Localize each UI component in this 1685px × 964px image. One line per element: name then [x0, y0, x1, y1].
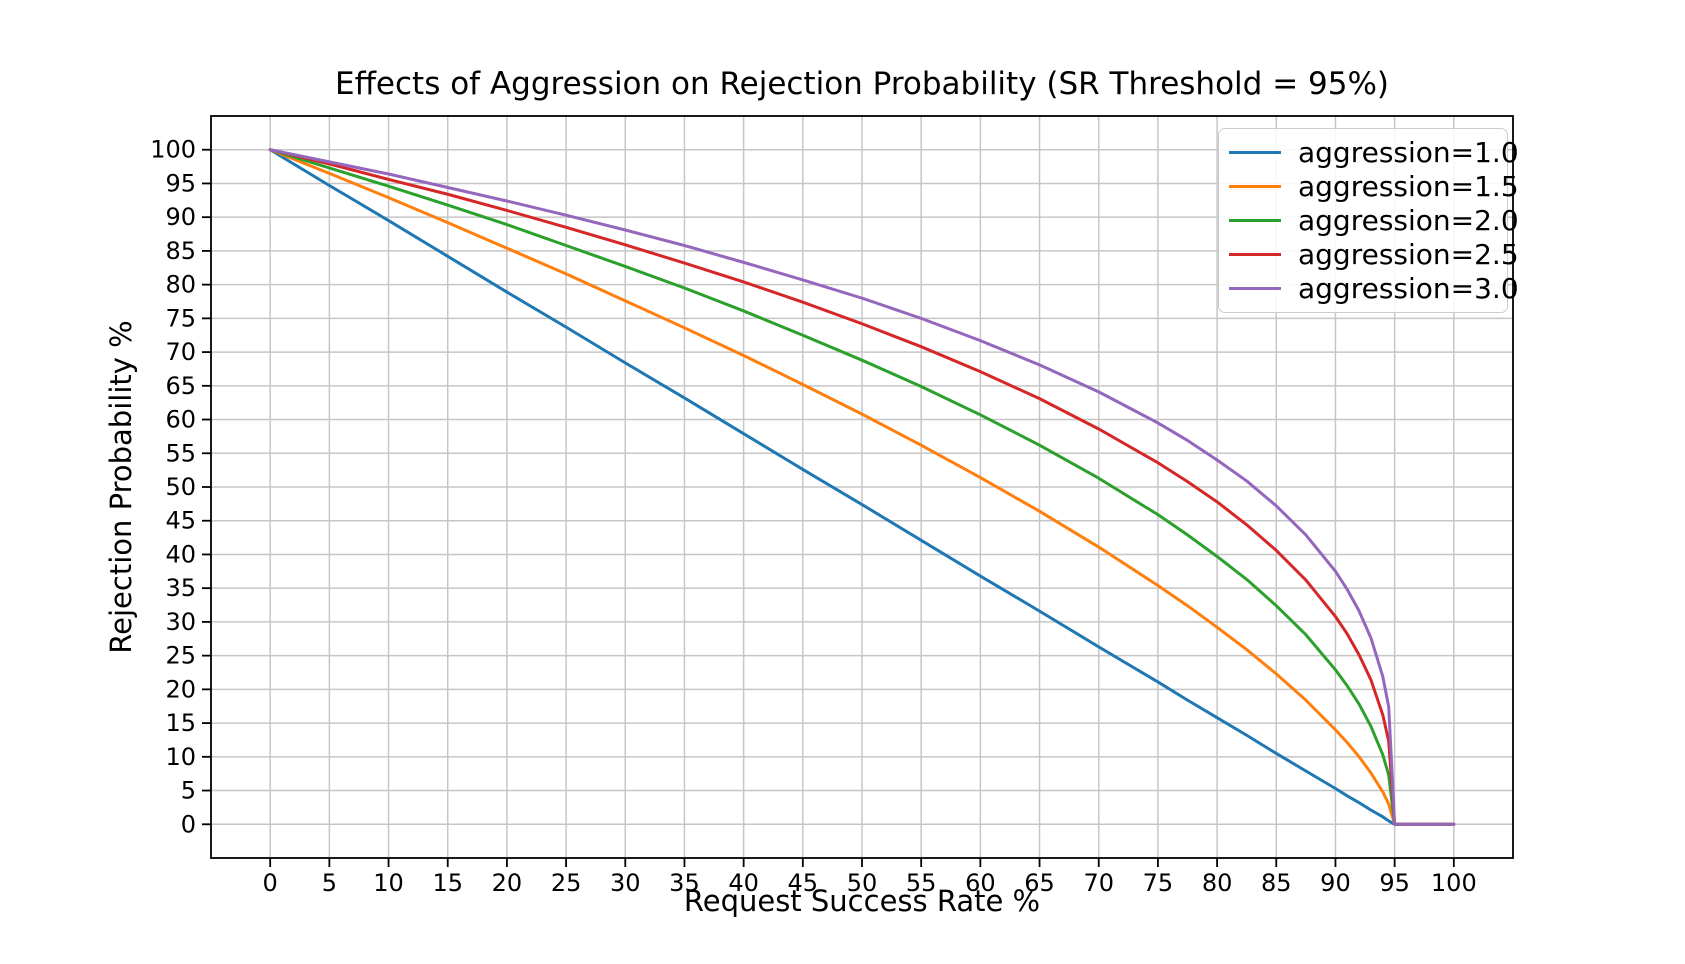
y-tick-label: 25 [165, 642, 196, 670]
series-line-aggression-1.5 [268, 148, 1456, 826]
y-tick-label: 85 [165, 237, 196, 265]
y-tick-label: 75 [165, 304, 196, 332]
x-tick-label: 65 [1024, 869, 1055, 897]
x-tick-label: 60 [965, 869, 996, 897]
y-tick-label: 55 [165, 439, 196, 467]
y-tick-label: 70 [165, 338, 196, 366]
legend-line-sample-icon [1229, 150, 1281, 154]
y-tick-label: 90 [165, 203, 196, 231]
y-tick-label: 45 [165, 507, 196, 535]
legend-line-sample-icon [1229, 184, 1281, 188]
x-tick-label: 5 [322, 869, 337, 897]
legend-item-aggression-2.5: aggression=2.5 [1229, 238, 1519, 271]
legend-line-sample-icon [1229, 218, 1281, 222]
y-tick-label: 0 [181, 810, 196, 838]
series-line-aggression-2.5 [268, 148, 1456, 826]
y-tick-label: 65 [165, 372, 196, 400]
legend-item-label: aggression=1.0 [1298, 135, 1519, 169]
y-tick-label: 95 [165, 169, 196, 197]
y-tick-label: 5 [181, 777, 196, 805]
x-tick-label: 40 [728, 869, 759, 897]
x-tick-label: 85 [1261, 869, 1292, 897]
y-tick-label: 60 [165, 406, 196, 434]
x-tick-label: 30 [610, 869, 641, 897]
legend: aggression=1.0 aggression=1.5 aggression… [1218, 128, 1519, 313]
y-tick-label: 50 [165, 473, 196, 501]
x-tick-label: 55 [906, 869, 937, 897]
y-tick-label: 40 [165, 540, 196, 568]
x-tick-label: 75 [1143, 869, 1174, 897]
x-tick-label: 70 [1083, 869, 1114, 897]
y-tick-label: 35 [165, 574, 196, 602]
legend-line-sample-icon [1229, 287, 1281, 291]
x-axis-label: Request Success Rate % [683, 884, 1041, 918]
y-tick-label: 80 [165, 271, 196, 299]
legend-item-aggression-1.0: aggression=1.0 [1229, 136, 1519, 169]
y-tick-label: 15 [165, 709, 196, 737]
legend-line-sample-icon [1229, 253, 1281, 257]
legend-item-label: aggression=2.0 [1298, 203, 1519, 237]
series-line-aggression-3.0 [268, 148, 1456, 826]
x-tick-label: 100 [1431, 869, 1477, 897]
x-tick-label: 20 [492, 869, 523, 897]
x-tick-label: 15 [432, 869, 463, 897]
legend-item-label: aggression=3.0 [1298, 272, 1519, 306]
series-line-aggression-2.0 [268, 148, 1456, 826]
x-tick-label: 90 [1320, 869, 1351, 897]
y-tick-label: 10 [165, 743, 196, 771]
x-tick-label: 25 [551, 869, 582, 897]
y-tick-label: 20 [165, 675, 196, 703]
legend-item-aggression-1.5: aggression=1.5 [1229, 170, 1519, 203]
x-tick-label: 10 [373, 869, 404, 897]
y-tick-label: 100 [150, 136, 196, 164]
y-tick-label: 30 [165, 608, 196, 636]
legend-item-aggression-2.0: aggression=2.0 [1229, 204, 1519, 237]
legend-item-label: aggression=2.5 [1298, 238, 1519, 272]
x-tick-label: 35 [669, 869, 700, 897]
legend-item-aggression-3.0: aggression=3.0 [1229, 272, 1519, 305]
series-line-aggression-1.0 [268, 148, 1456, 826]
x-tick-label: 0 [263, 869, 278, 897]
legend-item-label: aggression=1.5 [1298, 169, 1519, 203]
x-tick-label: 50 [847, 869, 878, 897]
chart-title: Effects of Aggression on Rejection Proba… [334, 66, 1390, 102]
x-tick-label: 95 [1379, 869, 1410, 897]
x-tick-label: 45 [788, 869, 819, 897]
x-tick-label: 80 [1202, 869, 1233, 897]
